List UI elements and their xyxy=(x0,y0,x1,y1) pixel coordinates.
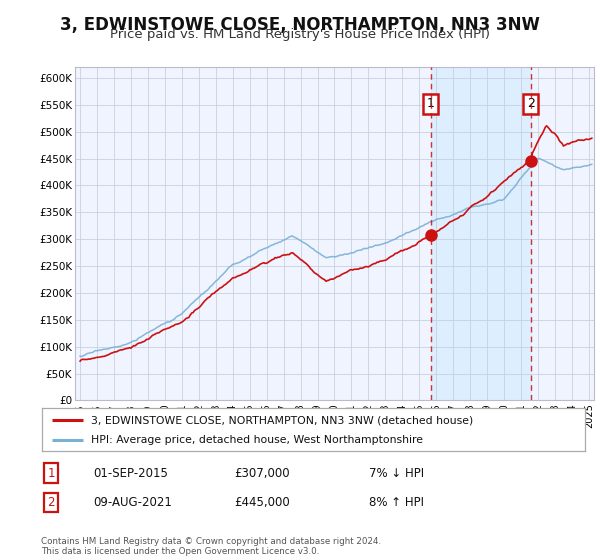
Text: 01-SEP-2015: 01-SEP-2015 xyxy=(93,466,168,480)
Text: 2: 2 xyxy=(47,496,55,509)
Text: 3, EDWINSTOWE CLOSE, NORTHAMPTON, NN3 3NW (detached house): 3, EDWINSTOWE CLOSE, NORTHAMPTON, NN3 3N… xyxy=(91,415,473,425)
Text: £307,000: £307,000 xyxy=(234,466,290,480)
Text: 2: 2 xyxy=(527,97,535,110)
Text: 09-AUG-2021: 09-AUG-2021 xyxy=(93,496,172,509)
Bar xyxy=(431,67,531,400)
Text: Contains HM Land Registry data © Crown copyright and database right 2024.
This d: Contains HM Land Registry data © Crown c… xyxy=(41,536,381,556)
Text: 7% ↓ HPI: 7% ↓ HPI xyxy=(369,466,424,480)
Text: 8% ↑ HPI: 8% ↑ HPI xyxy=(369,496,424,509)
Text: HPI: Average price, detached house, West Northamptonshire: HPI: Average price, detached house, West… xyxy=(91,435,423,445)
Text: 1: 1 xyxy=(47,466,55,480)
Text: 1: 1 xyxy=(427,97,434,110)
Text: 3, EDWINSTOWE CLOSE, NORTHAMPTON, NN3 3NW: 3, EDWINSTOWE CLOSE, NORTHAMPTON, NN3 3N… xyxy=(60,16,540,34)
Text: £445,000: £445,000 xyxy=(234,496,290,509)
Text: Price paid vs. HM Land Registry's House Price Index (HPI): Price paid vs. HM Land Registry's House … xyxy=(110,28,490,41)
